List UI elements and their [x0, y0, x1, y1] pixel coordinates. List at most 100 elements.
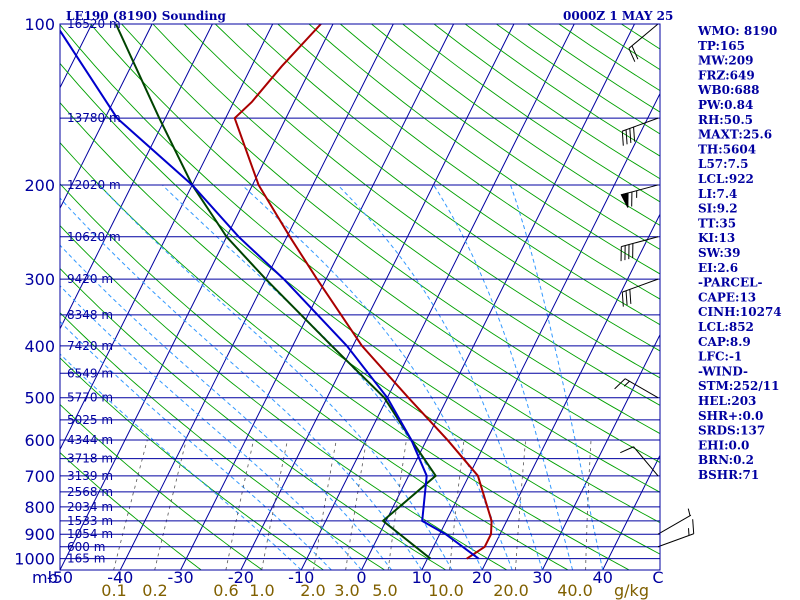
wind-barb — [621, 278, 659, 307]
mixing-ratio-label: 2.0 — [300, 581, 325, 600]
isotherm-line — [481, 213, 660, 570]
dry-adiabat — [60, 224, 508, 570]
height-label: 10620 m — [67, 230, 121, 244]
moist-adiabat — [60, 197, 423, 570]
wind-barbs — [614, 23, 695, 548]
wind-barb — [657, 519, 695, 548]
index-item: WMO: 8190 — [697, 24, 777, 38]
height-label: 6549 m — [67, 366, 113, 380]
mixing-ratio-line — [225, 440, 254, 570]
wind-barb — [620, 236, 659, 262]
mixing-ratio-label: 1.0 — [249, 581, 274, 600]
dry-adiabat — [60, 101, 660, 555]
isotherm-line — [60, 24, 153, 210]
height-label: 4344 m — [67, 433, 113, 447]
height-label: 2034 m — [67, 500, 113, 514]
isotherm-line — [119, 24, 394, 570]
isotherm-line — [180, 24, 455, 570]
dry-adiabat — [246, 24, 660, 326]
mixing-ratio-label: 40.0 — [557, 581, 593, 600]
index-item: KI:13 — [698, 231, 735, 245]
pressure-tick-label: 900 — [24, 525, 55, 544]
moist-adiabat — [337, 184, 543, 570]
temperature-tick-label: 40 — [593, 568, 613, 587]
isotherm-line — [60, 24, 274, 451]
isotherm-line — [602, 454, 660, 570]
index-item: -PARCEL- — [698, 276, 763, 290]
pressure-unit-label: mb — [32, 568, 58, 587]
dry-adiabat — [60, 452, 202, 570]
moist-adiabat — [60, 320, 332, 570]
dry-adiabat — [183, 24, 660, 379]
mixing-ratio-label: 3.0 — [334, 581, 359, 600]
mixing-ratio-label: 0.2 — [142, 581, 167, 600]
temperature-tick-label: -50 — [47, 568, 73, 587]
valid-time: 0000Z 1 MAY 25 — [563, 9, 673, 23]
index-item: EI:2.6 — [698, 261, 738, 275]
mixing-ratio-label: 0.1 — [101, 581, 126, 600]
moist-adiabat — [60, 285, 362, 570]
index-item: CINH:10274 — [698, 305, 782, 319]
temperature-tick-label: -10 — [288, 568, 314, 587]
dry-adiabat — [308, 24, 660, 275]
wind-barb — [614, 378, 659, 399]
height-label: 1054 m — [67, 527, 113, 541]
isotherm-line — [421, 92, 660, 570]
pressure-tick-label: 1000 — [14, 550, 55, 569]
plot-frame — [59, 23, 661, 571]
mixing-ratio-line — [515, 440, 526, 570]
pressure-tick-label: 500 — [24, 389, 55, 408]
background-grid — [60, 24, 660, 570]
index-item: PW:0.84 — [698, 98, 753, 112]
height-label: 8348 m — [67, 308, 113, 322]
mixing-ratio-label: 20.0 — [493, 581, 529, 600]
height-label: 2568 m — [67, 485, 113, 499]
mixing-ratio-line — [313, 440, 337, 570]
dry-adiabat — [340, 24, 660, 250]
isotherm-line — [541, 333, 660, 570]
dry-adiabat — [60, 62, 660, 524]
mixing-ratio-label: 0.6 — [213, 581, 238, 600]
sounding-profiles — [60, 24, 493, 560]
dry-adiabat — [152, 24, 660, 406]
temperature-tick-label: 10 — [412, 568, 432, 587]
dry-adiabat — [121, 24, 660, 435]
pressure-tick-label: 400 — [24, 337, 55, 356]
pressure-tick-label: 300 — [24, 270, 55, 289]
temperature-profile-line — [233, 24, 493, 560]
height-label: 5770 m — [67, 391, 113, 405]
isotherm-line — [60, 24, 213, 330]
temperature-tick-label: -40 — [107, 568, 133, 587]
mixing-ratio-line — [449, 440, 465, 570]
temperature-tick-label: -30 — [168, 568, 194, 587]
pressure-tick-label: 800 — [24, 498, 55, 517]
index-item: EHI:0.0 — [698, 438, 749, 452]
wind-barb — [621, 117, 659, 146]
dry-adiabat — [60, 183, 569, 570]
dry-adiabat — [277, 24, 660, 300]
mixing-ratio-label: 10.0 — [428, 581, 464, 600]
index-item: CAPE:13 — [698, 290, 756, 304]
index-panel: WMO: 8190TP:165MW:209FRZ:649WB0:688PW:0.… — [697, 24, 782, 482]
temperature-tick-label: 0 — [356, 568, 366, 587]
moist-adiabat — [60, 244, 393, 570]
index-item: CAP:8.9 — [698, 335, 751, 349]
height-label: 12020 m — [67, 178, 121, 192]
dry-adiabat — [60, 403, 263, 570]
height-label: 5025 m — [67, 413, 113, 427]
moist-adiabat — [60, 353, 302, 570]
dry-adiabat — [60, 267, 447, 570]
moist-adiabat — [98, 184, 453, 570]
index-item: SRDS:137 — [698, 424, 765, 438]
index-item: SW:39 — [698, 246, 740, 260]
index-item: BRN:0.2 — [698, 453, 754, 467]
index-item: LFC:-1 — [698, 350, 742, 364]
index-item: TP:165 — [698, 39, 745, 53]
height-label: 13780 m — [67, 111, 121, 125]
index-item: L57:7.5 — [698, 157, 748, 171]
index-item: STM:252/11 — [698, 379, 779, 393]
dry-adiabat — [60, 142, 630, 570]
mixing-ratio-line — [585, 440, 592, 570]
